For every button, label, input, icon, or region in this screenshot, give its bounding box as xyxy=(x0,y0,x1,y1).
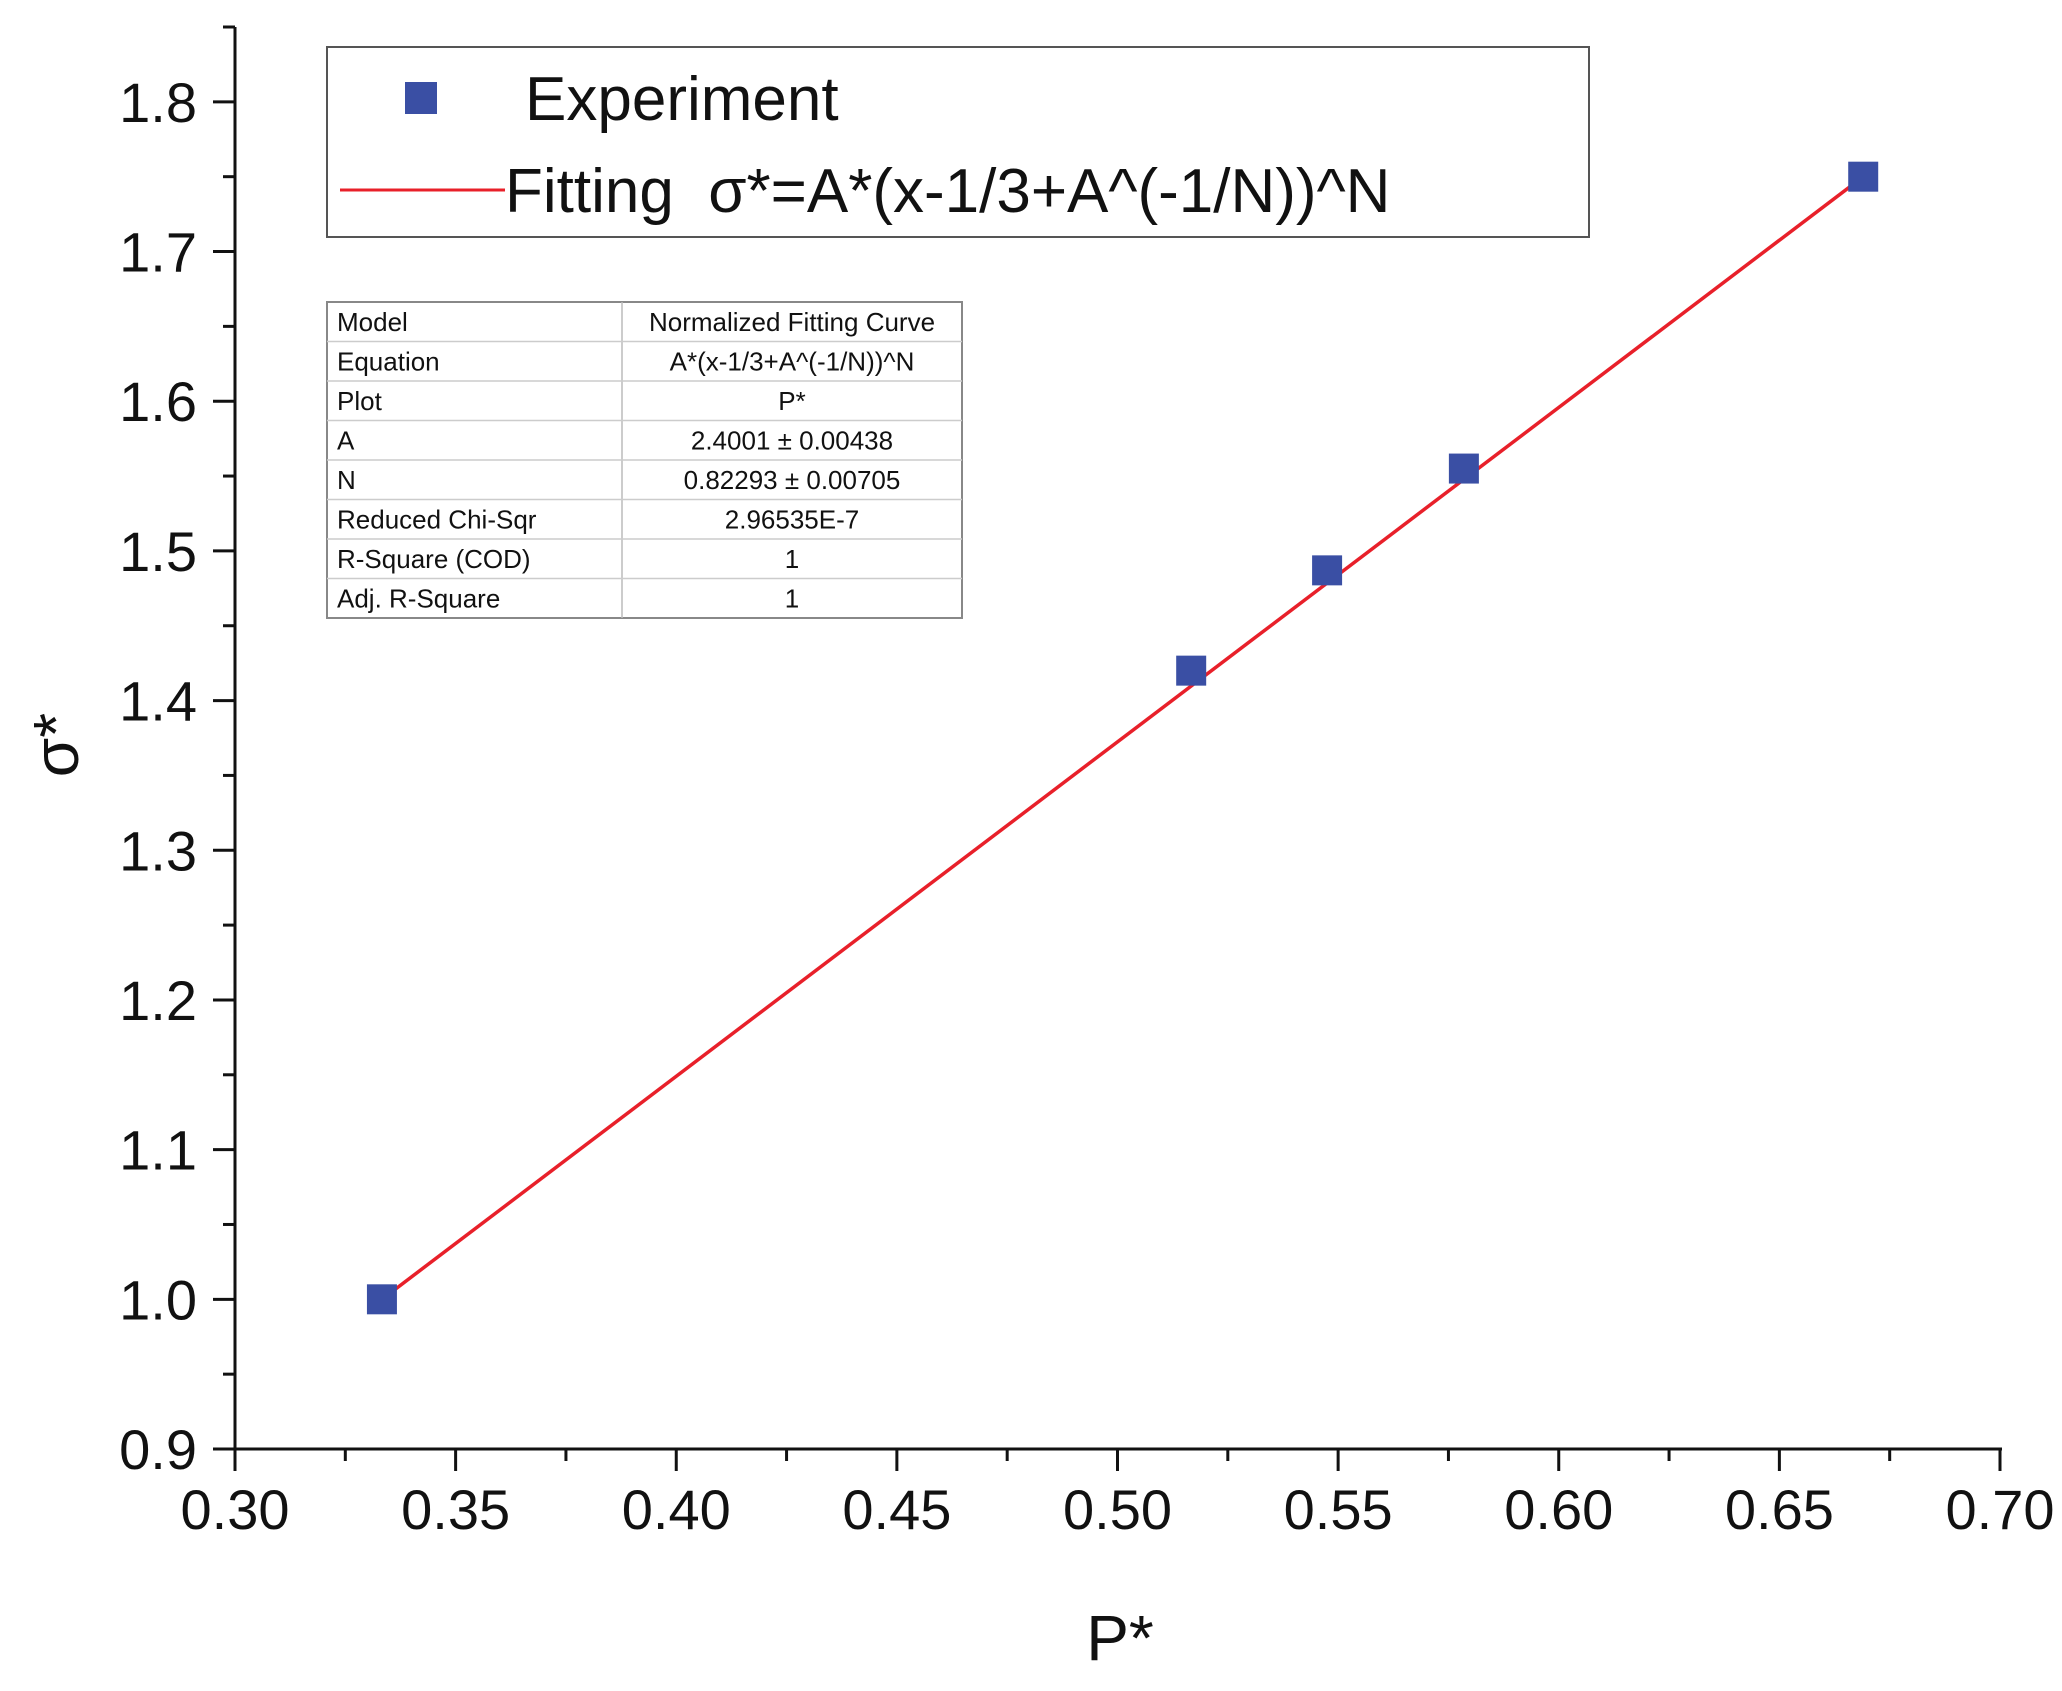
experiment-point xyxy=(1312,555,1343,586)
points-layer xyxy=(366,161,1879,1315)
y-tick-label: 1.0 xyxy=(119,1268,197,1331)
y-tick-label: 1.7 xyxy=(119,221,197,284)
ticks: 0.30 0.35 0.40 0.45 0.50 0.55 0.60 0.65 0.70 0.9 1… xyxy=(119,25,2055,1541)
y-tick-label: 0.9 xyxy=(119,1418,197,1481)
fit-table-param: R-Square (COD) xyxy=(337,544,531,574)
fit-table-param: Model xyxy=(337,307,408,337)
experiment-point xyxy=(1848,161,1879,192)
fit-table-value: 1 xyxy=(785,544,799,574)
fit-table-param: Equation xyxy=(337,347,440,377)
x-tick-label: 0.55 xyxy=(1284,1478,1393,1541)
y-axis-title: σ* xyxy=(20,713,92,777)
x-tick-label: 0.35 xyxy=(401,1478,510,1541)
fit-table-value: A*(x-1/3+A^(-1/N))^N xyxy=(670,347,915,377)
fit-line-layer xyxy=(380,175,1865,1301)
y-tick-label: 1.6 xyxy=(119,370,197,433)
x-tick-label: 0.30 xyxy=(181,1478,290,1541)
x-tick-label: 0.70 xyxy=(1946,1478,2055,1541)
x-axis-title: P* xyxy=(1086,1602,1154,1674)
x-tick-label: 0.50 xyxy=(1063,1478,1172,1541)
y-tick-label: 1.8 xyxy=(119,71,197,134)
fit-table: Model Normalized Fitting Curve Equation A*(… xyxy=(326,301,963,619)
x-tick-label: 0.65 xyxy=(1725,1478,1834,1541)
fit-table-param: Reduced Chi-Sqr xyxy=(337,505,537,535)
fitting-line xyxy=(380,175,1865,1301)
y-tick-label: 1.2 xyxy=(119,969,197,1032)
y-tick-label: 1.1 xyxy=(119,1119,197,1182)
fit-table-value: 2.4001 ± 0.00438 xyxy=(691,426,893,456)
y-tick-label: 1.3 xyxy=(119,819,197,882)
legend: Experiment Fitting σ*=A*(x-1/3+A^(-1/N))… xyxy=(326,46,1590,238)
fit-table-param: Plot xyxy=(337,386,383,416)
legend-experiment-marker xyxy=(405,82,437,114)
x-tick-label: 0.40 xyxy=(622,1478,731,1541)
fit-table-value: 1 xyxy=(785,584,799,614)
axes xyxy=(233,27,2002,1451)
y-tick-label: 1.5 xyxy=(119,520,197,583)
x-tick-label: 0.45 xyxy=(842,1478,951,1541)
y-tick-label: 1.4 xyxy=(119,670,197,733)
legend-experiment-label: Experiment xyxy=(525,65,839,134)
fit-table-value: Normalized Fitting Curve xyxy=(649,307,935,337)
legend-box xyxy=(326,46,1590,238)
legend-fitting-label: Fitting σ*=A*(x-1/3+A^(-1/N))^N xyxy=(505,157,1390,226)
fit-table-value: 0.82293 ± 0.00705 xyxy=(684,465,901,495)
fit-table-param: A xyxy=(337,426,355,456)
experiment-point xyxy=(366,1284,397,1315)
experiment-point xyxy=(1176,655,1207,686)
fit-table-value: P* xyxy=(778,386,805,416)
experiment-point xyxy=(1448,453,1479,484)
fit-table-value: 2.96535E-7 xyxy=(725,505,859,535)
x-tick-label: 0.60 xyxy=(1504,1478,1613,1541)
fit-table-param: N xyxy=(337,465,356,495)
fit-table-param: Adj. R-Square xyxy=(337,584,500,614)
